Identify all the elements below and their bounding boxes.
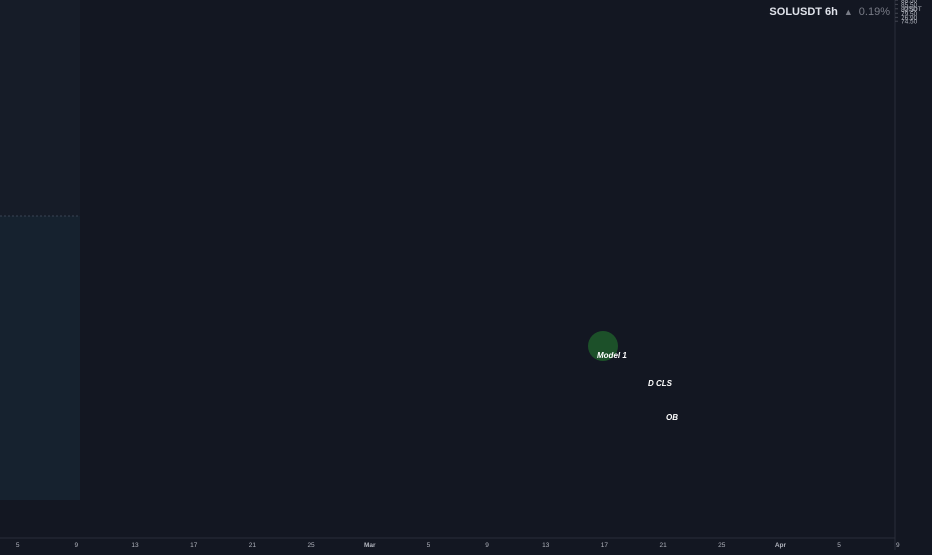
- time-axis[interactable]: 5913172125Mar5913172125Apr5913172125May5…: [0, 537, 932, 549]
- time-tick-label: 5: [427, 542, 431, 549]
- price-tick-label: 91.50: [901, 0, 918, 1]
- time-tick-label: 13: [131, 542, 139, 549]
- time-tick-label: Apr: [775, 542, 787, 549]
- time-tick-label: Mar: [364, 542, 376, 549]
- symbol-title: SOLUSDT 6h: [769, 6, 838, 18]
- change-percent: 0.19%: [858, 6, 890, 18]
- time-tick-label: 5: [837, 542, 841, 549]
- time-tick-label: 25: [307, 542, 315, 549]
- price-axis-bg: [895, 0, 932, 550]
- price-tick-label: 85.50: [901, 2, 918, 9]
- model-circle: [588, 331, 618, 361]
- currency-label: USDT: [904, 6, 922, 13]
- time-tick-label: 9: [896, 542, 900, 549]
- d-cls-label: D CLS: [648, 379, 673, 388]
- price-tick-label: 74.50: [901, 19, 918, 26]
- annotation-labels: M CLSD CLSOBLiquidityModel 1: [597, 351, 678, 422]
- price-tick-label: 88.50: [901, 0, 918, 5]
- price-tick-label: 76.90: [901, 15, 918, 22]
- annotation-lines: [588, 331, 618, 361]
- model-label: Model 1: [597, 351, 627, 360]
- zone-layer: [0, 0, 80, 500]
- symbol-header: SOLUSDT 6h ▲ 0.19%: [769, 6, 890, 18]
- time-tick-label: 13: [542, 542, 550, 549]
- time-tick-label: 21: [659, 542, 667, 549]
- time-tick-label: 9: [75, 542, 79, 549]
- session-shade-lower: [0, 216, 80, 500]
- price-tick-label: 82.50: [901, 6, 918, 13]
- time-tick-label: 17: [190, 542, 198, 549]
- session-shade-upper: [0, 0, 80, 216]
- time-tick-label: 5: [16, 542, 20, 549]
- ob-label: OB: [666, 413, 678, 422]
- time-tick-label: 17: [601, 542, 609, 549]
- triangle-up-icon: ▲: [843, 7, 853, 17]
- time-tick-label: 21: [249, 542, 257, 549]
- time-tick-label: 25: [718, 542, 726, 549]
- time-tick-label: 9: [485, 542, 489, 549]
- price-tick-label: 79.50: [901, 11, 918, 18]
